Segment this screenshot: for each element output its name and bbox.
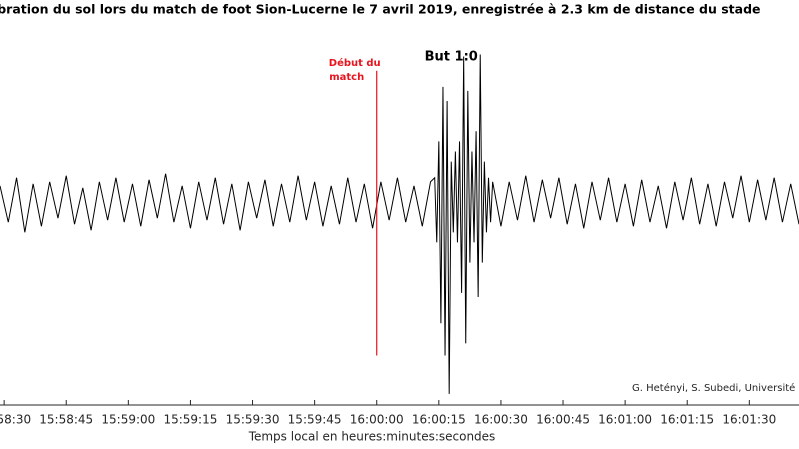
x-tick-label: 15:59:45 xyxy=(288,413,342,427)
x-tick-label: 15:59:30 xyxy=(226,413,280,427)
credit: G. Hetényi, S. Subedi, Université de Lau… xyxy=(632,382,799,394)
x-tick-label: 16:00:15 xyxy=(412,413,466,427)
x-tick-label: 16:01:30 xyxy=(722,413,776,427)
annotation: Début du xyxy=(329,57,381,69)
x-tick-label: 16:00:45 xyxy=(536,413,590,427)
seismogram-trace xyxy=(0,54,799,394)
x-tick-label: 16:01:15 xyxy=(660,413,714,427)
x-tick-label: 16:01:00 xyxy=(598,413,652,427)
x-tick-label: 15:58:45 xyxy=(39,413,93,427)
annotation: match xyxy=(329,72,364,83)
x-tick-label: 16:00:00 xyxy=(350,413,404,427)
x-tick-label: 15:59:15 xyxy=(163,413,217,427)
x-tick-label: 16:00:30 xyxy=(474,413,528,427)
annotation: But 1:0 xyxy=(425,50,478,65)
x-tick-label: 15:59:00 xyxy=(101,413,155,427)
x-tick-label: 15:58:30 xyxy=(0,413,31,427)
chart-title: Vibration du sol lors du match de foot S… xyxy=(0,2,761,17)
x-axis-label: Temps local en heures:minutes:secondes xyxy=(248,430,496,444)
